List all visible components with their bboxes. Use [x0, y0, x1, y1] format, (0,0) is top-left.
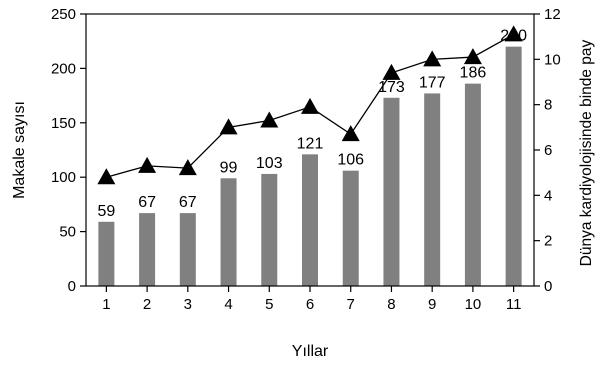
data-label: 220: [500, 28, 527, 45]
bar: [383, 97, 400, 286]
data-label: 59: [97, 203, 115, 220]
y-axis-title: Makale sayısı: [11, 101, 28, 199]
x-tick-label: 9: [428, 296, 436, 313]
y-tick-label: 0: [68, 278, 76, 295]
bar: [505, 46, 522, 286]
bar: [464, 83, 481, 286]
x-tick-label: 3: [184, 296, 192, 313]
x-tick-label: 5: [265, 296, 273, 313]
y2-tick-label: 10: [544, 51, 561, 68]
line-point: [504, 25, 523, 42]
data-label: 186: [460, 65, 487, 82]
line-point: [260, 111, 279, 128]
bar: [139, 213, 156, 286]
line-point: [138, 156, 157, 173]
y2-tick-label: 4: [544, 187, 552, 204]
x-axis-title: Yıllar: [292, 343, 329, 360]
y-tick-label: 200: [51, 60, 76, 77]
y2-tick-label: 0: [544, 278, 552, 295]
line-point: [382, 63, 401, 80]
bar: [98, 221, 115, 286]
line-point: [178, 159, 197, 176]
x-tick-label: 2: [143, 296, 151, 313]
line-point: [423, 50, 442, 67]
line-point: [97, 168, 116, 185]
bar: [302, 154, 318, 286]
x-tick-label: 4: [224, 296, 232, 313]
y2-tick-label: 2: [544, 233, 552, 250]
bar: [261, 173, 278, 286]
x-tick-label: 6: [306, 296, 314, 313]
data-label: 103: [256, 155, 283, 172]
data-label: 177: [419, 74, 446, 91]
bar: [424, 93, 441, 286]
y2-tick-label: 8: [544, 97, 552, 114]
y-tick-label: 250: [51, 6, 76, 23]
data-label: 173: [378, 79, 405, 96]
bar: [220, 178, 237, 286]
bar: [342, 170, 359, 286]
y2-tick-label: 6: [544, 142, 552, 159]
y-tick-label: 150: [51, 115, 76, 132]
line-point: [219, 118, 238, 135]
y2-tick-label: 12: [544, 6, 561, 23]
data-label: 121: [297, 135, 324, 152]
x-tick-label: 10: [465, 296, 482, 313]
y2-axis-title: Dünya kardiyolojisinde binde pay: [578, 39, 595, 266]
x-tick-label: 11: [506, 296, 522, 313]
x-tick-label: 8: [387, 296, 395, 313]
x-tick-label: 7: [347, 296, 355, 313]
line-point: [301, 97, 319, 114]
line-point: [341, 125, 360, 142]
bar: [179, 213, 196, 286]
data-label: 67: [138, 194, 156, 211]
line-point: [463, 48, 482, 65]
data-label: 67: [179, 194, 197, 211]
y-tick-label: 50: [59, 224, 76, 241]
x-tick-label: 1: [102, 296, 110, 313]
y-tick-label: 100: [51, 169, 76, 186]
data-label: 99: [220, 159, 238, 176]
data-label: 106: [337, 152, 364, 169]
